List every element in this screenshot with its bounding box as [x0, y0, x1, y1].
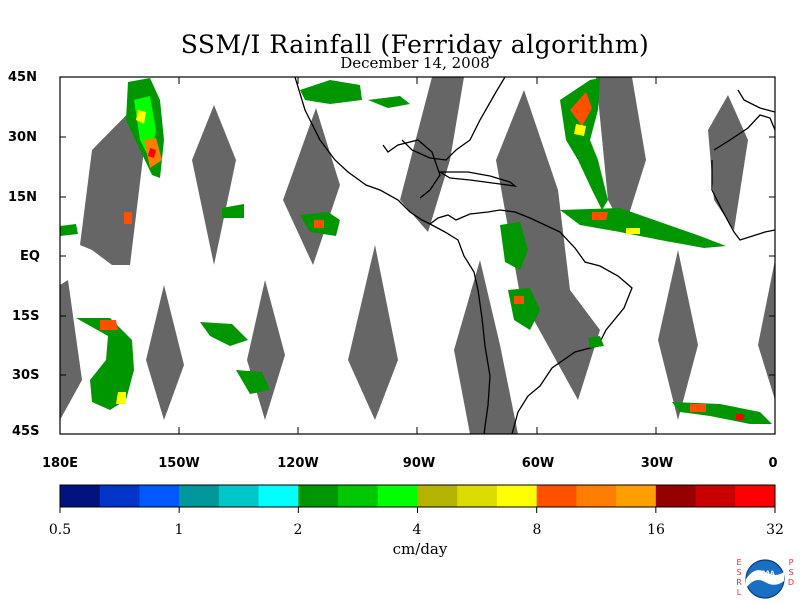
colorbar-swatch [695, 485, 736, 507]
colorbar-label-16: 16 [647, 522, 665, 538]
lat-label-15n: 15N [8, 190, 37, 205]
colorbar-swatch [457, 485, 498, 507]
colorbar [59, 484, 776, 513]
colorbar-swatch [616, 485, 657, 507]
colorbar-swatch [417, 485, 458, 507]
lat-label-45s: 45S [12, 424, 40, 439]
colorbar-swatch [298, 485, 339, 507]
noaa-emblem-icon: NOAA [745, 559, 785, 599]
chart-title: SSM/I Rainfall (Ferriday algorithm) [180, 30, 650, 59]
colorbar-label-32: 32 [766, 522, 784, 538]
lon-label-60w: 60W [521, 456, 555, 471]
lat-label-15s: 15S [12, 309, 40, 324]
lat-label-30n: 30N [8, 130, 37, 145]
colorbar-swatch [218, 485, 260, 507]
lon-label-180e: 180E [41, 456, 79, 471]
colorbar-swatch [377, 485, 418, 507]
colorbar-swatch [139, 485, 180, 507]
axis-ticks [60, 76, 775, 435]
logo-name-text: NOAA [755, 570, 775, 577]
colorbar-swatch [179, 485, 220, 507]
colorbar-swatch [655, 485, 697, 507]
colorbar-units: cm/day [392, 540, 448, 558]
lon-label-120w: 120W [277, 456, 319, 471]
lon-label-90w: 90W [402, 456, 436, 471]
colorbar-swatch [338, 485, 379, 507]
colorbar-label-4: 4 [412, 522, 422, 538]
lon-label-150w: 150W [158, 456, 200, 471]
colorbar-swatch [258, 485, 299, 507]
colorbar-label-2: 2 [293, 522, 303, 538]
colorbar-label-8: 8 [532, 522, 542, 538]
colorbar-label-1: 1 [174, 522, 184, 538]
lon-label-30w: 30W [640, 456, 674, 471]
colorbar-swatch [60, 485, 101, 507]
lat-label-45n: 45N [8, 70, 37, 85]
lon-label-0: 0 [768, 456, 778, 471]
coastlines [294, 77, 775, 434]
lat-label-30s: 30S [12, 368, 40, 383]
colorbar-swatch [735, 485, 776, 507]
colorbar-swatch [496, 485, 538, 507]
colorbar-label-0-5: 0.5 [48, 522, 72, 538]
colorbar-swatch [536, 485, 577, 507]
colorbar-swatch [99, 485, 140, 507]
chart-subtitle: December 14, 2008 [340, 54, 490, 72]
colorbar-swatch [576, 485, 617, 507]
lat-label-eq: EQ [20, 249, 40, 264]
rainfall-map [59, 76, 776, 435]
rain-patches [60, 78, 772, 424]
